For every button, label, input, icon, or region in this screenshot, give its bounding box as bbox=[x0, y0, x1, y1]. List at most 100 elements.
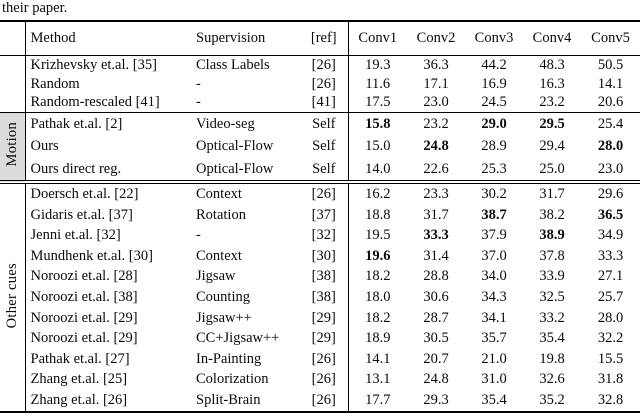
conv-cell: 23.0 bbox=[597, 160, 624, 177]
conv-cell: 19.3 bbox=[347, 55, 407, 75]
table-row: Pathak et.al. [27] In-Painting [26] 14.1 20.… bbox=[0, 348, 640, 370]
table-row: Jenni et.al. [32] - [32] 19.5 33.3 37.9 38.9 34… bbox=[0, 225, 640, 246]
conv-cell: 14.0 bbox=[347, 157, 407, 182]
method-cell: Zhang et.al. [26] bbox=[30, 391, 128, 408]
conv-cell: 11.6 bbox=[347, 74, 407, 93]
ref-cell: [26] bbox=[311, 57, 336, 73]
conv-cell: 34.9 bbox=[597, 227, 624, 244]
results-table: Method Supervision [ref] Conv1 Conv2 Con… bbox=[0, 20, 640, 413]
conv-cell: 23.2 bbox=[539, 94, 565, 110]
ref-cell: [26] bbox=[311, 75, 336, 92]
supervision-cell: Split-Brain bbox=[196, 391, 261, 408]
conv-cell: 30.5 bbox=[423, 330, 449, 347]
conv-cell: 23.2 bbox=[407, 111, 465, 135]
conv-cell: 31.8 bbox=[597, 371, 624, 388]
conv-cell: 16.3 bbox=[539, 75, 565, 92]
method-cell: Pathak et.al. [27] bbox=[30, 350, 130, 367]
conv-cell: 18.0 bbox=[347, 286, 407, 308]
conv-cell: 44.2 bbox=[481, 57, 507, 73]
conv-cell: 32.2 bbox=[597, 330, 624, 347]
conv-cell: 24.5 bbox=[481, 94, 507, 110]
conv-cell: 38.2 bbox=[539, 206, 565, 223]
conv-cell: 16.2 bbox=[347, 180, 407, 205]
conv-cell: 48.3 bbox=[539, 57, 565, 73]
col-header-conv1: Conv1 bbox=[347, 21, 407, 56]
conv-cell: 27.1 bbox=[597, 268, 624, 285]
conv-cell: 36.5 bbox=[597, 206, 624, 223]
supervision-cell: Class Labels bbox=[196, 57, 270, 73]
conv-cell: 22.6 bbox=[423, 160, 449, 177]
conv-cell: 32.6 bbox=[539, 371, 565, 388]
method-cell: Random bbox=[30, 75, 80, 92]
conv-cell: 29.4 bbox=[539, 138, 565, 154]
section-baselines: Krizhevsky et.al. [35] Class Labels [26] 19… bbox=[0, 55, 640, 112]
conv-cell: 28.0 bbox=[597, 309, 624, 326]
conv-cell: 37.0 bbox=[481, 247, 507, 264]
conv-cell: 30.6 bbox=[423, 289, 449, 306]
ref-cell: [26] bbox=[311, 350, 336, 367]
conv-cell: 28.9 bbox=[481, 138, 507, 154]
conv-cell: 50.5 bbox=[597, 57, 624, 73]
table-row: Noroozi et.al. [29] CC+Jigsaw++ [29] 18.9 30… bbox=[0, 328, 640, 349]
method-cell: Mundhenk et.al. [30] bbox=[30, 247, 153, 264]
table-row: Random - [26] 11.6 17.1 16.9 16.3 14.1 bbox=[0, 74, 640, 93]
conv-cell: 33.2 bbox=[539, 309, 565, 326]
section-label-motion: Motion bbox=[0, 111, 26, 182]
conv-cell: 17.1 bbox=[423, 75, 449, 92]
supervision-cell: Jigsaw++ bbox=[196, 309, 252, 326]
table-row: Noroozi et.al. [28] Jigsaw [38] 18.2 28.8 34.… bbox=[0, 266, 640, 287]
section-label-text: Other cues bbox=[4, 262, 20, 329]
conv-cell: 18.2 bbox=[347, 266, 407, 287]
conv-cell: 25.0 bbox=[539, 160, 565, 177]
conv-cell: 36.3 bbox=[423, 57, 449, 73]
conv-cell: 31.7 bbox=[523, 180, 581, 205]
supervision-cell: In-Painting bbox=[196, 350, 262, 367]
conv-cell: 29.0 bbox=[465, 111, 523, 135]
conv-cell: 29.3 bbox=[423, 391, 449, 408]
ref-cell: Self bbox=[312, 138, 336, 154]
conv-cell: 38.9 bbox=[539, 227, 565, 244]
method-cell: Jenni et.al. [32] bbox=[30, 227, 121, 244]
conv-cell: 35.2 bbox=[539, 391, 565, 408]
conv-cell: 25.4 bbox=[581, 111, 640, 135]
header-row: Method Supervision [ref] Conv1 Conv2 Con… bbox=[0, 21, 640, 56]
conv-cell: 28.0 bbox=[597, 138, 624, 154]
table-row: Other cues Doersch et.al. [22] Context [26]… bbox=[0, 180, 640, 412]
section-label-empty bbox=[0, 55, 26, 112]
method-cell: Gidaris et.al. [37] bbox=[30, 206, 133, 223]
table-row: Ours Optical-Flow Self 15.0 24.8 28.9 29.4 28.0 bbox=[0, 135, 640, 158]
conv-cell: 25.7 bbox=[597, 289, 624, 306]
ref-cell: Self bbox=[312, 160, 336, 177]
supervision-cell: - bbox=[196, 227, 201, 244]
supervision-cell: Colorization bbox=[196, 371, 269, 388]
col-header-conv3: Conv3 bbox=[465, 21, 523, 56]
supervision-cell: Context bbox=[196, 247, 242, 264]
supervision-cell: Rotation bbox=[196, 206, 246, 223]
conv-cell: 24.8 bbox=[423, 371, 449, 388]
conv-cell: 15.0 bbox=[347, 135, 407, 158]
conv-cell: 29.6 bbox=[581, 180, 640, 205]
conv-cell: 31.7 bbox=[423, 206, 449, 223]
method-cell: Noroozi et.al. [29] bbox=[30, 309, 138, 326]
conv-cell: 15.8 bbox=[347, 111, 407, 135]
method-cell: Ours direct reg. bbox=[30, 160, 122, 177]
conv-cell: 14.1 bbox=[597, 75, 624, 92]
section-motion: Motion Pathak et.al. [2] Video-seg Self 15.8… bbox=[0, 111, 640, 182]
ref-cell: [26] bbox=[311, 391, 336, 408]
conv-cell: 30.2 bbox=[465, 180, 523, 205]
method-cell: Krizhevsky et.al. [35] bbox=[30, 57, 157, 73]
table-row: Motion Pathak et.al. [2] Video-seg Self 15.8… bbox=[0, 111, 640, 182]
table-row: Zhang et.al. [25] Colorization [26] 13.1 24.… bbox=[0, 369, 640, 390]
conv-cell: 25.3 bbox=[481, 160, 507, 177]
conv-cell: 34.0 bbox=[481, 268, 507, 285]
conv-cell: 33.9 bbox=[539, 268, 565, 285]
supervision-cell: Context bbox=[196, 180, 300, 205]
ref-cell: [38] bbox=[311, 289, 336, 306]
ref-cell: [26] bbox=[300, 180, 348, 205]
conv-cell: 34.3 bbox=[481, 289, 507, 306]
conv-cell: 17.7 bbox=[347, 389, 407, 412]
header-group-spacer bbox=[0, 21, 26, 56]
supervision-cell: Video-seg bbox=[196, 111, 300, 135]
ref-cell: [26] bbox=[311, 371, 336, 388]
conv-cell: 38.7 bbox=[481, 206, 507, 223]
